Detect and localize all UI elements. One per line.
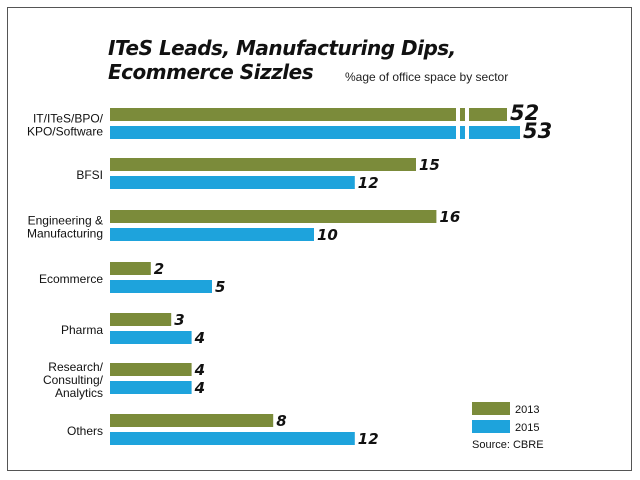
- legend-label-2015: 2015: [515, 422, 539, 434]
- chart-title: ITeS Leads, Manufacturing Dips, Ecommerc…: [108, 36, 456, 84]
- axis-break-gap: [465, 125, 469, 140]
- category-label: Engineering &: [28, 214, 103, 228]
- bar-3-1: [110, 280, 212, 293]
- bar-2-0: [110, 210, 437, 223]
- value-label: 3: [174, 311, 184, 329]
- bar-0-0: [110, 108, 507, 121]
- bar-4-1: [110, 331, 192, 344]
- axis-break-gap: [465, 107, 469, 122]
- value-label: 12: [358, 174, 379, 192]
- bar-6-0: [110, 414, 274, 427]
- axis-break-gap: [456, 107, 460, 122]
- category-label: Consulting/: [43, 373, 104, 387]
- value-label: 10: [317, 226, 338, 244]
- category-label: IT/ITeS/BPO/: [33, 112, 104, 126]
- value-label: 4: [194, 329, 205, 347]
- bar-2-1: [110, 228, 314, 241]
- category-label: Others: [67, 424, 103, 438]
- value-label: 8: [276, 412, 286, 430]
- category-label: Pharma: [61, 323, 103, 337]
- category-label: Manufacturing: [27, 227, 103, 241]
- legend-label-2013: 2013: [515, 404, 539, 416]
- value-label: 16: [439, 208, 460, 226]
- value-label: 5: [215, 278, 225, 296]
- bar-1-1: [110, 176, 355, 189]
- category-label: KPO/Software: [27, 125, 103, 139]
- category-label: Analytics: [55, 386, 103, 400]
- value-label: 4: [194, 379, 205, 397]
- category-label: BFSI: [76, 168, 103, 182]
- legend-swatch-2015: [472, 420, 510, 433]
- legend-swatch-2013: [472, 402, 510, 415]
- bar-3-0: [110, 262, 151, 275]
- chart-subtitle: %age of office space by sector: [345, 70, 509, 84]
- value-label: 2: [154, 260, 164, 278]
- value-label: 4: [194, 361, 205, 379]
- bar-1-0: [110, 158, 416, 171]
- bar-0-1: [110, 126, 520, 139]
- value-label: 12: [358, 430, 379, 448]
- value-label: 15: [419, 156, 440, 174]
- axis-break-gap: [456, 125, 460, 140]
- category-label: Research/: [48, 360, 103, 374]
- bar-6-1: [110, 432, 355, 445]
- bar-4-0: [110, 313, 172, 326]
- bar-5-1: [110, 381, 192, 394]
- bar-5-0: [110, 363, 192, 376]
- value-label: 53: [523, 119, 552, 143]
- value-label: 52: [510, 101, 539, 125]
- category-label: Ecommerce: [39, 272, 103, 286]
- source-note: Source: CBRE: [472, 439, 544, 451]
